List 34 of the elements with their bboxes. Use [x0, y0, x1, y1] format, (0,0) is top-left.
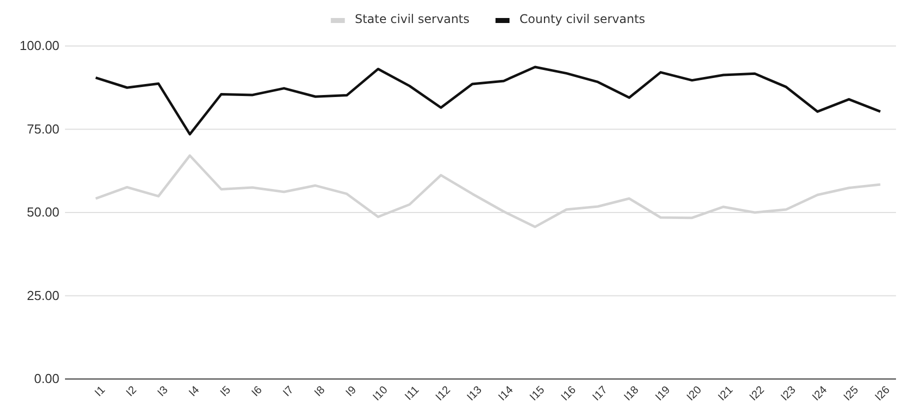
x-tick-label: I19 — [653, 384, 673, 404]
legend-label: County civil servants — [520, 12, 646, 26]
x-tick-label: I6 — [250, 384, 265, 400]
x-tick-label: I15 — [528, 384, 548, 404]
x-tick-label: I25 — [842, 384, 861, 404]
y-tick-label: 0.00 — [34, 371, 60, 386]
x-tick-label: I8 — [312, 384, 328, 400]
x-tick-label: I17 — [590, 384, 610, 404]
x-tick-label: I10 — [370, 384, 390, 404]
x-tick-label: I5 — [218, 384, 234, 400]
x-tick-label: I18 — [622, 384, 642, 404]
x-tick-label: I7 — [281, 384, 296, 400]
x-tick-label: I11 — [402, 384, 422, 403]
x-tick-label: I4 — [186, 384, 202, 400]
y-tick-label: 25.00 — [26, 288, 60, 303]
x-tick-label: I16 — [559, 384, 578, 404]
line-series — [94, 66, 882, 136]
x-tick-label: I23 — [778, 384, 798, 404]
y-tick-label: 100.00 — [20, 38, 60, 54]
x-tick-label: I14 — [496, 384, 516, 404]
y-tick-label: 50.00 — [26, 204, 60, 220]
y-tick-label: 75.00 — [26, 121, 60, 136]
x-tick-label: I1 — [92, 384, 108, 400]
legend-label: State civil servants — [354, 12, 470, 26]
x-tick-label: I20 — [684, 384, 704, 404]
x-tick-label: I26 — [873, 384, 892, 404]
x-tick-label: I2 — [124, 384, 140, 400]
x-tick-label: I12 — [434, 384, 453, 404]
x-tick-label: I13 — [465, 384, 484, 404]
x-tick-label: I9 — [344, 384, 359, 400]
x-tick-label: I22 — [747, 384, 767, 404]
x-tick-label: I24 — [810, 384, 830, 404]
x-tick-label: I3 — [156, 384, 170, 400]
x-tick-label: I21 — [716, 384, 736, 404]
